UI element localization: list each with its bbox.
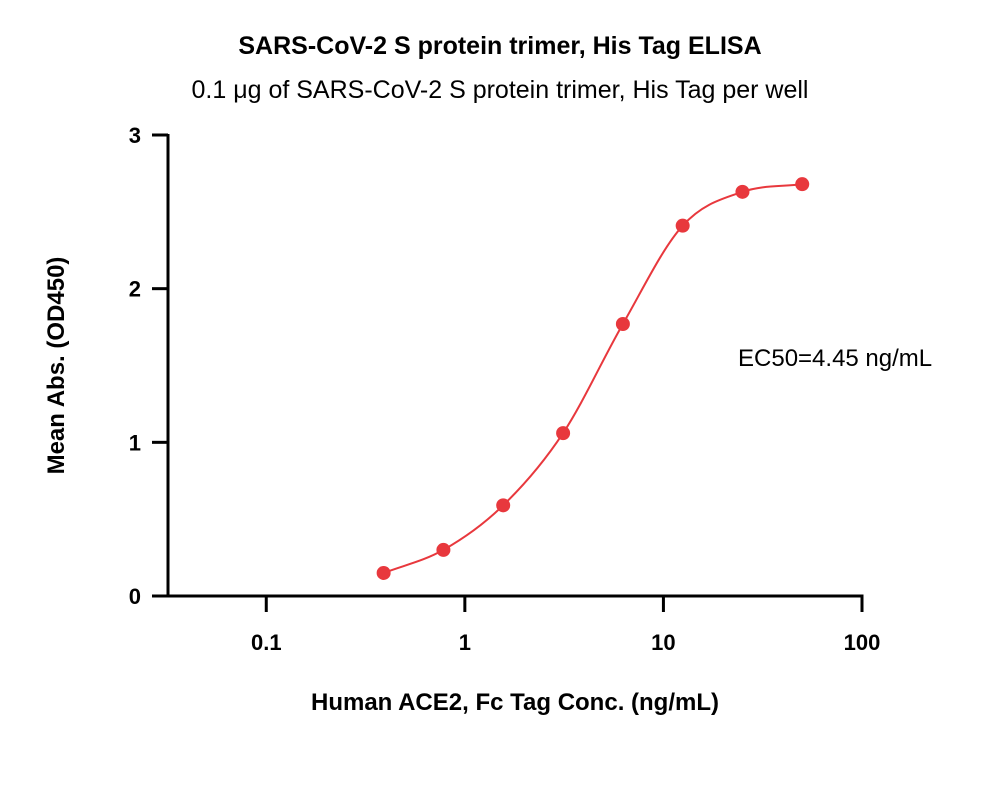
x-axis-label: Human ACE2, Fc Tag Conc. (ng/mL) (311, 689, 719, 716)
data-point (556, 426, 571, 441)
chart-subtitle: 0.1 μg of SARS-CoV-2 S protein trimer, H… (191, 76, 809, 104)
x-ticks: 0.1 1 10 100 (251, 596, 880, 655)
x-tick-label: 0.1 (251, 630, 282, 655)
data-point (436, 542, 451, 557)
fit-curve (383, 183, 803, 574)
y-ticks: 0 1 2 3 (129, 123, 168, 609)
y-axis-label: Mean Abs. (OD450) (43, 257, 70, 475)
y-tick-label: 1 (129, 430, 141, 455)
data-point (376, 565, 391, 580)
y-tick-label: 0 (129, 584, 141, 609)
y-tick-label: 3 (129, 123, 141, 148)
data-points (376, 177, 810, 580)
x-tick-label: 1 (459, 630, 471, 655)
x-tick-label: 100 (844, 630, 881, 655)
x-tick-label: 10 (651, 630, 675, 655)
data-point (795, 177, 810, 192)
ec50-annotation: EC50=4.45 ng/mL (738, 345, 932, 372)
data-point (735, 184, 750, 199)
data-point (675, 218, 690, 233)
data-point (615, 317, 630, 332)
data-point (496, 498, 511, 513)
y-tick-label: 2 (129, 277, 141, 302)
chart-title: SARS-CoV-2 S protein trimer, His Tag ELI… (238, 32, 762, 60)
axes (166, 134, 864, 598)
